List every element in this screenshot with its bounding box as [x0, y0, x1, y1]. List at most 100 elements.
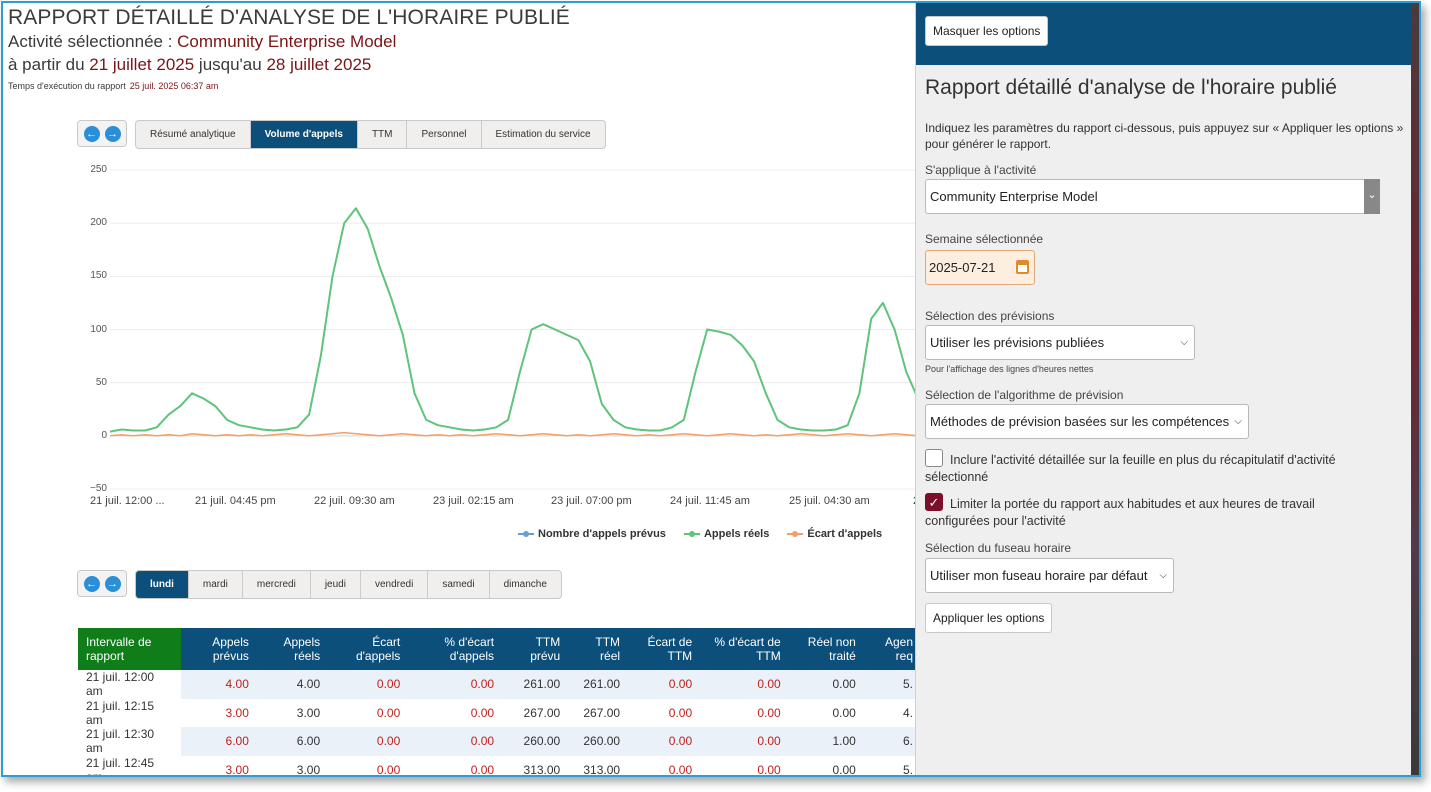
- background-window-edge: [1411, 3, 1419, 775]
- column-header[interactable]: Intervalle de rapport: [78, 628, 182, 670]
- table-cell: 0.00: [410, 727, 505, 756]
- tab-day-6[interactable]: dimanche: [503, 579, 547, 590]
- table-cell: 0.00: [702, 670, 791, 699]
- legend-item-forecast[interactable]: Nombre d'appels prévus: [518, 528, 666, 540]
- calendar-icon[interactable]: [1016, 260, 1029, 274]
- tab-day-0[interactable]: lundi: [136, 571, 189, 598]
- y-tick-label: 200: [90, 217, 107, 229]
- y-tick-label: 0: [101, 429, 107, 441]
- table-cell: 0.00: [702, 727, 791, 756]
- arrow-left-icon[interactable]: ←: [83, 575, 100, 592]
- column-header[interactable]: Agen req: [865, 628, 923, 670]
- activity-select[interactable]: Community Enterprise Model ⌄: [925, 179, 1380, 214]
- x-tick-label: 22 juil. 09:30 am: [314, 495, 395, 507]
- table-row: 21 juil. 12:30 am 6.00 6.00 0.00 0.00 260.00 2…: [78, 727, 923, 756]
- column-header[interactable]: TTM prévu: [504, 628, 571, 670]
- arrow-right-icon[interactable]: →: [104, 125, 121, 142]
- column-header[interactable]: Écart de TTM: [630, 628, 703, 670]
- table-cell: 260.00: [570, 727, 631, 756]
- panel-description: Indiquez les paramètres du rapport ci-de…: [925, 121, 1404, 151]
- forecast-select-value: Utiliser les prévisions publiées: [930, 335, 1105, 350]
- tab-day-1[interactable]: mardi: [189, 571, 243, 598]
- y-tick-label: 250: [90, 164, 107, 175]
- table-row: 21 juil. 12:00 am 4.00 4.00 0.00 0.00 261.00 2…: [78, 670, 923, 699]
- table-cell: 3.00: [296, 762, 321, 777]
- forecast-note: Pour l'affichage des lignes d'heures net…: [925, 364, 1094, 374]
- tab-day-2[interactable]: mercredi: [243, 571, 311, 598]
- algorithm-label: Sélection de l'algorithme de prévision: [925, 388, 1124, 402]
- table-cell: 21 juil. 12:45 am: [86, 755, 155, 777]
- legend-item-actual[interactable]: Appels réels: [683, 528, 769, 540]
- table-cell: 0.00: [832, 762, 856, 777]
- table-cell: 0.00: [376, 762, 401, 777]
- table-cell: 6.00: [258, 727, 331, 756]
- legend-item-variance[interactable]: Écart d'appels: [787, 528, 882, 540]
- y-tick-label: 150: [90, 270, 107, 282]
- forecast-select[interactable]: Utiliser les prévisions publiées ⌵: [925, 325, 1195, 360]
- table-cell: 0.00: [470, 705, 495, 720]
- tab-chart-2[interactable]: TTM: [358, 121, 408, 148]
- table-cell: 0.00: [330, 727, 411, 756]
- table-cell: 267.00: [523, 705, 561, 720]
- x-tick-label: 24 juil. 11:45 am: [670, 495, 750, 507]
- report-window: RAPPORT DÉTAILLÉ D'ANALYSE DE L'HORAIRE …: [1, 1, 1421, 777]
- activity-select-value: Community Enterprise Model: [930, 189, 1098, 204]
- timezone-select[interactable]: Utiliser mon fuseau horaire par défaut ⌵: [925, 558, 1174, 593]
- run-time: Temps d'exécution du rapport 25 juil. 202…: [8, 81, 218, 91]
- table-cell: 4.: [902, 705, 913, 720]
- include-detail-checkbox[interactable]: [925, 449, 943, 467]
- series-line-1: [109, 207, 919, 433]
- arrow-right-icon[interactable]: →: [104, 575, 121, 592]
- interval-table: Intervalle de rapport Appels prévus Appels…: [78, 628, 923, 777]
- chart-tabs: Résumé analytique Volume d'appels TTM Perso…: [135, 120, 606, 149]
- range-start: 21 juillet 2025: [89, 55, 195, 74]
- table-cell: 267.00: [583, 705, 621, 720]
- chevron-down-icon: ⌵: [1234, 416, 1242, 427]
- column-header[interactable]: Réel non traité: [790, 628, 866, 670]
- week-date-field[interactable]: 2025-07-21: [925, 250, 1035, 285]
- timezone-label: Sélection du fuseau horaire: [925, 541, 1072, 555]
- run-time-value: 25 juil. 2025 06:37 am: [129, 81, 219, 91]
- tab-day-3[interactable]: jeudi: [311, 571, 361, 598]
- tab-day-4[interactable]: vendredi: [361, 571, 429, 598]
- table-cell: 0.00: [410, 670, 505, 699]
- tab-chart-1[interactable]: Volume d'appels: [250, 121, 358, 148]
- table-cell: 4.00: [181, 670, 259, 699]
- table-cell: 21 juil. 12:15 am: [86, 698, 155, 727]
- column-header[interactable]: Écart d'appels: [330, 628, 411, 670]
- y-tick-label: −50: [90, 483, 107, 494]
- week-label: Semaine sélectionnée: [925, 232, 1044, 246]
- apply-options-button[interactable]: Appliquer les options: [925, 603, 1053, 633]
- table-cell: 0.00: [757, 762, 781, 777]
- algorithm-select[interactable]: Méthodes de prévision basées sur les com…: [925, 404, 1249, 439]
- activity-line: Activité sélectionnée : Community Enterp…: [8, 32, 396, 52]
- day-tabs: lundi mardi mercredi jeudi vendredi samedi dim…: [135, 570, 562, 599]
- hide-options-button[interactable]: Masquer les options: [925, 16, 1049, 46]
- call-volume-chart: 250 200 150 100 50 0 −50 21 juil. 12:00 ... 21 j…: [73, 158, 923, 558]
- column-header[interactable]: Appels réels: [258, 628, 331, 670]
- tab-chart-3[interactable]: Personnel: [407, 121, 482, 148]
- tab-chart-4[interactable]: Estimation du service: [495, 129, 591, 140]
- column-header[interactable]: % d'écart de TTM: [702, 628, 791, 670]
- y-tick-label: 50: [95, 376, 107, 388]
- date-range-line: à partir du 21 juillet 2025 jusqu'au 28 …: [8, 55, 371, 75]
- algorithm-select-value: Méthodes de prévision basées sur les com…: [930, 414, 1230, 429]
- table-cell: 4.00: [258, 670, 331, 699]
- table-cell: 0.00: [630, 727, 703, 756]
- tab-chart-0[interactable]: Résumé analytique: [136, 121, 251, 148]
- column-header[interactable]: % d'écart d'appels: [410, 628, 505, 670]
- table-cell: 0.00: [790, 670, 866, 699]
- table-cell: 261.00: [570, 670, 631, 699]
- table-cell: 6.00: [181, 727, 259, 756]
- activity-prefix: Activité sélectionnée :: [8, 32, 178, 51]
- chevron-down-icon: ⌵: [1159, 570, 1167, 581]
- tab-day-5[interactable]: samedi: [428, 571, 490, 598]
- column-header[interactable]: TTM réel: [570, 628, 631, 670]
- table-cell: 0.00: [757, 705, 781, 720]
- table-cell: 5.: [902, 762, 913, 777]
- range-mid: jusqu'au: [194, 55, 267, 74]
- panel-title: Rapport détaillé d'analyse de l'horaire …: [925, 76, 1337, 99]
- column-header[interactable]: Appels prévus: [181, 628, 259, 670]
- limit-scope-checkbox[interactable]: ✓: [925, 493, 943, 511]
- arrow-left-icon[interactable]: ←: [83, 125, 100, 142]
